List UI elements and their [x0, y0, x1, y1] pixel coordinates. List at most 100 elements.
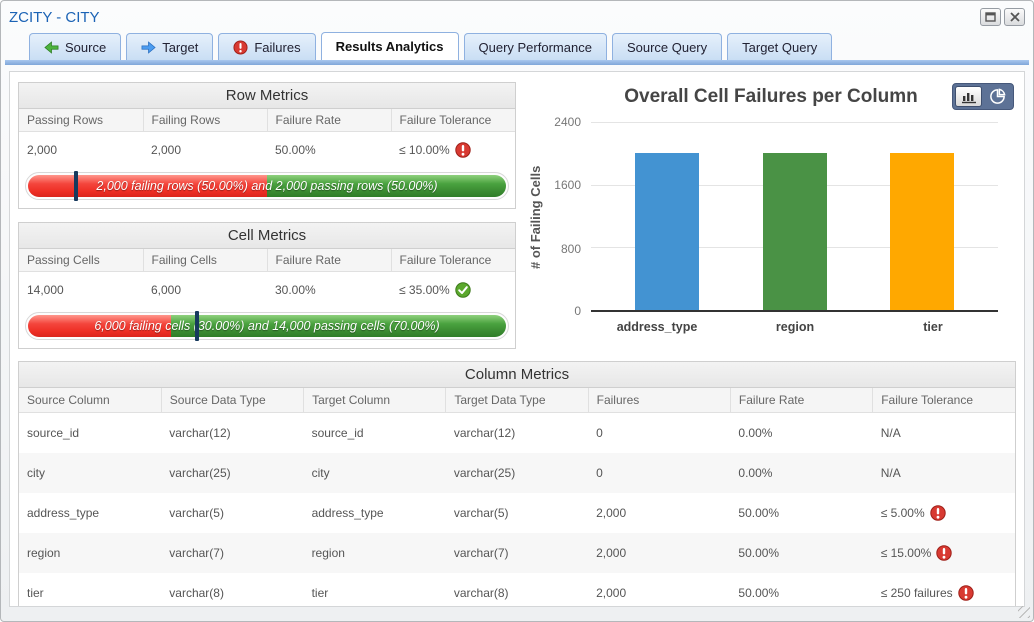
resize-handle[interactable]	[1018, 606, 1030, 618]
tolerance-cell: ≤ 15.00%	[880, 545, 932, 560]
column-header: Failure Rate	[267, 249, 392, 272]
tab-failures[interactable]: Failures	[218, 33, 316, 60]
tab-target-query[interactable]: Target Query	[727, 33, 833, 60]
target-column-cell: source_id	[311, 425, 364, 440]
column-header: Source Column	[19, 388, 162, 413]
failures-cell: 0	[596, 465, 603, 480]
x-axis-labels: address_type region tier	[528, 312, 1014, 334]
y-axis-ticks: 2400 1600 800 0	[547, 115, 591, 318]
y-tick: 800	[560, 241, 581, 256]
tolerance-cell: N/A	[880, 465, 901, 480]
column-metrics-title: Column Metrics	[19, 362, 1015, 388]
bar-view-button[interactable]	[955, 86, 982, 107]
column-header: Failure Tolerance	[391, 109, 515, 132]
column-metrics-panel: Column Metrics Source Column Source Data…	[18, 361, 1016, 607]
failure-rate-cell: 0.00%	[738, 465, 773, 480]
row-metrics-panel: Row Metrics Passing Rows Failing Rows Fa…	[18, 82, 516, 209]
restore-button[interactable]	[980, 8, 1001, 26]
column-header: Source Data Type	[161, 388, 305, 413]
arrow-right-blue-icon	[141, 40, 156, 55]
tab-label: Failures	[254, 39, 301, 55]
arrow-left-green-icon	[44, 40, 59, 55]
failure-rate-cell: 50.00%	[738, 505, 780, 520]
table-row: region varchar(7) region varchar(7) 2,00…	[19, 532, 1015, 573]
passing-segment	[267, 175, 506, 197]
tolerance-cell: N/A	[880, 425, 901, 440]
pass-check-icon	[454, 282, 471, 298]
column-header: Failures	[588, 388, 731, 413]
target-type-cell: varchar(12)	[453, 425, 516, 440]
x-tick: region	[775, 320, 815, 334]
column-header: Passing Cells	[19, 249, 144, 272]
column-header: Passing Rows	[19, 109, 144, 132]
target-type-cell: varchar(25)	[453, 465, 516, 480]
tolerance-marker	[74, 171, 79, 201]
progress-bar-text: 2,000 failing rows (50.00%) and 2,000 pa…	[96, 179, 438, 193]
column-header: Target Data Type	[445, 388, 589, 413]
y-tick: 2400	[554, 115, 581, 129]
bar-chart-icon	[961, 92, 976, 103]
tab-target[interactable]: Target	[126, 33, 214, 60]
x-tick: address_type	[616, 320, 698, 334]
table-row: tier varchar(8) tier varchar(8) 2,000 50…	[19, 573, 1015, 607]
column-header: Failure Rate	[730, 388, 874, 413]
failure-rate-cell: 50.00%	[738, 545, 780, 560]
source-column-cell: source_id	[27, 425, 80, 440]
failures-cell: 2,000	[596, 505, 627, 520]
failure-tolerance-value: ≤ 35.00%	[399, 283, 450, 297]
gridline	[591, 122, 998, 123]
tab-label: Source Query	[626, 39, 708, 55]
failing-segment	[28, 315, 172, 337]
source-type-cell: varchar(5)	[169, 505, 224, 520]
chart-title: Overall Cell Failures per Column	[624, 86, 918, 107]
failures-cell: 0	[596, 425, 603, 440]
tolerance-cell: ≤ 5.00%	[880, 505, 925, 520]
row-metrics-table: Passing Rows Failing Rows Failure Rate F…	[19, 109, 515, 168]
bar-tier[interactable]	[890, 153, 955, 310]
column-metrics-table: Source Column Source Data Type Target Co…	[19, 388, 1015, 607]
source-column-cell: address_type	[27, 505, 100, 520]
column-header: Failing Cells	[143, 249, 268, 272]
failures-cell: 2,000	[596, 545, 627, 560]
failure-badge-icon	[929, 504, 946, 521]
progress-bar-text: 6,000 failing cells (30.00%) and 14,000 …	[94, 319, 440, 333]
column-header: Failing Rows	[143, 109, 268, 132]
tab-label: Target Query	[742, 39, 818, 55]
target-type-cell: varchar(7)	[453, 545, 509, 560]
failing-cells-value: 6,000	[151, 283, 182, 297]
failure-badge-icon	[233, 39, 248, 55]
failing-rows-value: 2,000	[151, 143, 182, 157]
bar-region[interactable]	[762, 153, 827, 310]
bar-address-type[interactable]	[634, 153, 699, 310]
pie-view-button[interactable]	[984, 86, 1011, 107]
cell-metrics-title: Cell Metrics	[19, 223, 515, 249]
source-column-cell: city	[27, 465, 45, 480]
target-column-cell: region	[311, 545, 345, 560]
close-icon	[1009, 12, 1020, 22]
plot-area	[591, 122, 998, 312]
tolerance-marker	[194, 311, 199, 341]
passing-cells-value: 14,000	[27, 283, 64, 297]
failure-rate-value: 30.00%	[275, 283, 316, 297]
cell-metrics-progress: 6,000 failing cells (30.00%) and 14,000 …	[25, 311, 509, 341]
passing-rows-value: 2,000	[27, 143, 58, 157]
target-column-cell: tier	[311, 585, 329, 600]
restore-icon	[985, 12, 996, 22]
cell-metrics-table: Passing Cells Failing Cells Failure Rate…	[19, 249, 515, 308]
tab-results-analytics[interactable]: Results Analytics	[320, 32, 459, 60]
passing-segment	[171, 315, 506, 337]
tab-label: Target	[162, 39, 199, 55]
close-button[interactable]	[1004, 8, 1025, 26]
tab-source-query[interactable]: Source Query	[611, 33, 723, 60]
tab-source[interactable]: Source	[29, 33, 122, 60]
tab-label: Results Analytics	[335, 39, 444, 54]
tab-query-performance[interactable]: Query Performance	[463, 33, 607, 60]
source-type-cell: varchar(25)	[169, 465, 231, 480]
failing-segment	[28, 175, 267, 197]
row-metrics-progress: 2,000 failing rows (50.00%) and 2,000 pa…	[25, 171, 509, 201]
target-type-cell: varchar(5)	[453, 505, 509, 520]
failure-rate-cell: 50.00%	[738, 585, 780, 600]
target-column-cell: address_type	[311, 505, 384, 520]
y-axis-label: # of Failing Cells	[528, 165, 543, 269]
